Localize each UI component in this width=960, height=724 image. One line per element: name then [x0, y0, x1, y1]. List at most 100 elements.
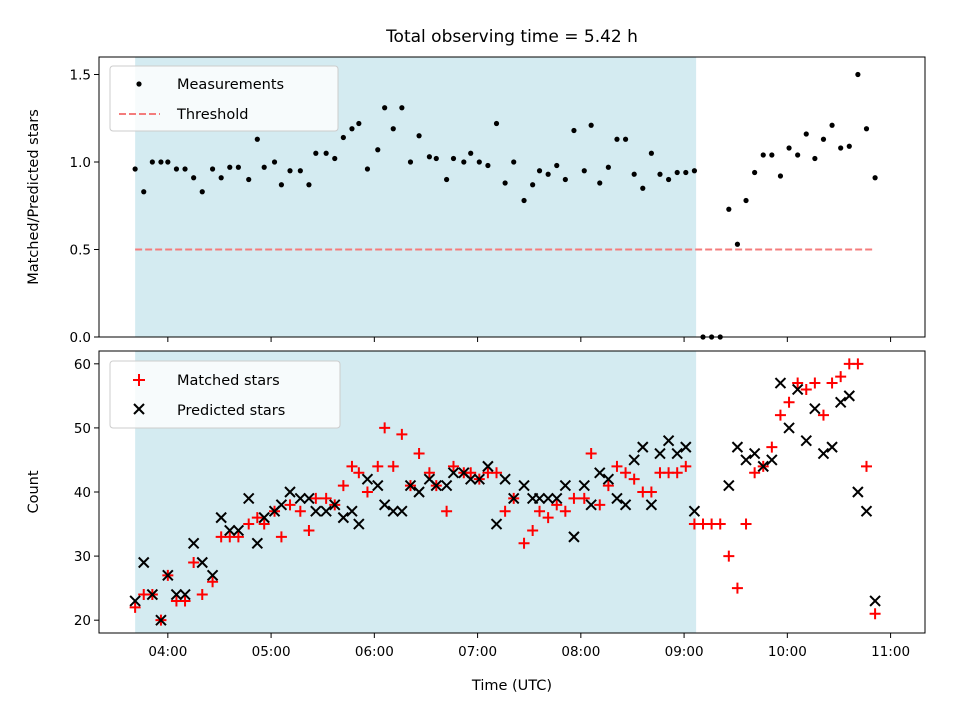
predicted-star-point	[834, 396, 847, 408]
predicted-star-point	[482, 460, 494, 473]
measurement-point	[846, 143, 852, 149]
matched-star-point	[826, 377, 838, 389]
predicted-star-point	[490, 518, 503, 530]
predicted-star-point	[654, 447, 666, 460]
matched-star-point	[542, 512, 554, 524]
measurement-point	[158, 159, 164, 165]
matched-star-point	[817, 409, 829, 421]
measurement-point	[536, 168, 543, 174]
measurement-point	[872, 175, 878, 181]
x-tick-label: 07:00	[458, 644, 497, 660]
matched-star-point	[671, 467, 683, 479]
matched-star-point	[766, 441, 778, 453]
y-tick-label: 30	[74, 549, 91, 565]
measurement-point	[173, 166, 180, 172]
measurement-point	[502, 180, 508, 186]
ratio-panel: 0.0 0.5 1.0 1.5 Matched/Predicted stars Mea…	[26, 56, 926, 346]
measurement-point	[246, 176, 252, 183]
predicted-star-point	[430, 479, 442, 492]
matched-star-point	[578, 492, 590, 504]
count-legend: Matched stars Predicted stars	[109, 360, 341, 429]
matched-star-point	[387, 460, 399, 472]
predicted-star-point	[826, 441, 838, 453]
predicted-star-point	[320, 505, 332, 517]
measurement-point	[760, 152, 766, 158]
measurement-point	[433, 155, 439, 162]
predicted-star-point	[568, 531, 580, 543]
measurement-point	[375, 147, 381, 153]
measurement-point	[683, 169, 689, 176]
predicted-star-point	[628, 454, 640, 466]
matched-star-point	[628, 473, 640, 485]
measurement-point	[726, 206, 732, 212]
predicted-star-point	[602, 473, 615, 485]
measurement-point	[648, 150, 654, 156]
measurement-point	[390, 126, 396, 132]
measurement-point	[812, 155, 818, 162]
y-tick-label: 1.0	[70, 155, 91, 171]
matched-star-point	[188, 557, 200, 568]
matched-star-point	[852, 358, 864, 370]
predicted-star-point	[138, 556, 150, 569]
measurement-point	[141, 189, 147, 195]
predicted-star-point	[757, 460, 769, 473]
measurement-point	[287, 168, 293, 174]
measurement-point	[313, 150, 319, 156]
legend-threshold-label: Threshold	[176, 107, 248, 123]
predicted-star-point	[251, 537, 264, 549]
predicted-star-point	[353, 518, 365, 530]
y-tick-label: 0.0	[70, 330, 91, 346]
matched-star-point	[620, 467, 632, 479]
measurement-point	[588, 122, 594, 128]
matched-star-point	[346, 460, 358, 472]
matched-star-point	[251, 512, 263, 524]
measurement-point	[743, 197, 749, 204]
predicted-star-point	[294, 492, 307, 505]
measurement-point	[863, 126, 870, 132]
predicted-star-point	[337, 511, 350, 524]
measurement-point	[349, 126, 355, 132]
matched-star-point	[243, 518, 255, 530]
predicted-star-point	[196, 556, 208, 569]
measurement-point	[581, 168, 587, 174]
measurement-point	[235, 164, 241, 170]
matched-star-point	[207, 576, 219, 588]
x-tick-label: 09:00	[665, 644, 704, 660]
matched-star-point	[783, 396, 795, 408]
measurement-point	[657, 171, 663, 177]
measurement-point	[444, 176, 450, 183]
measurement-point	[254, 136, 260, 142]
matched-star-point	[518, 537, 530, 549]
chart-title: Total observing time = 5.42 h	[385, 27, 638, 47]
x-tick-label: 05:00	[252, 644, 291, 660]
measurement-point	[149, 159, 155, 165]
predicted-star-point	[817, 447, 830, 460]
legend-matched-marker	[133, 374, 145, 386]
matched-star-point	[465, 467, 477, 479]
matched-star-point	[527, 524, 539, 536]
x-axis-label: Time (UTC)	[471, 678, 552, 694]
predicted-star-point	[206, 569, 219, 582]
matched-star-point	[731, 582, 743, 594]
predicted-star-point	[533, 492, 546, 505]
matched-star-point	[129, 601, 141, 613]
ratio-panel-frame	[98, 56, 926, 338]
matched-star-point	[551, 499, 563, 511]
measurement-point	[461, 159, 467, 165]
measurement-point	[734, 241, 741, 247]
measurement-point	[665, 176, 672, 183]
matched-star-point	[396, 428, 408, 440]
predicted-star-point	[170, 588, 183, 601]
measurement-point	[631, 171, 637, 177]
x-tick-label: 04:00	[148, 644, 187, 660]
measurement-point	[399, 105, 405, 111]
count-panel: 04:00 05:00 06:00 07:00 08:00 09:00 10:00 11:00…	[26, 350, 926, 694]
matched-star-point	[275, 531, 287, 543]
measurement-point	[571, 127, 577, 134]
x-tick-label: 06:00	[355, 644, 394, 660]
predicted-star-point	[619, 499, 632, 511]
measurement-point	[209, 166, 216, 172]
matched-star-point	[534, 505, 546, 517]
measurement-point	[332, 155, 338, 162]
predicted-star-point	[518, 479, 530, 492]
